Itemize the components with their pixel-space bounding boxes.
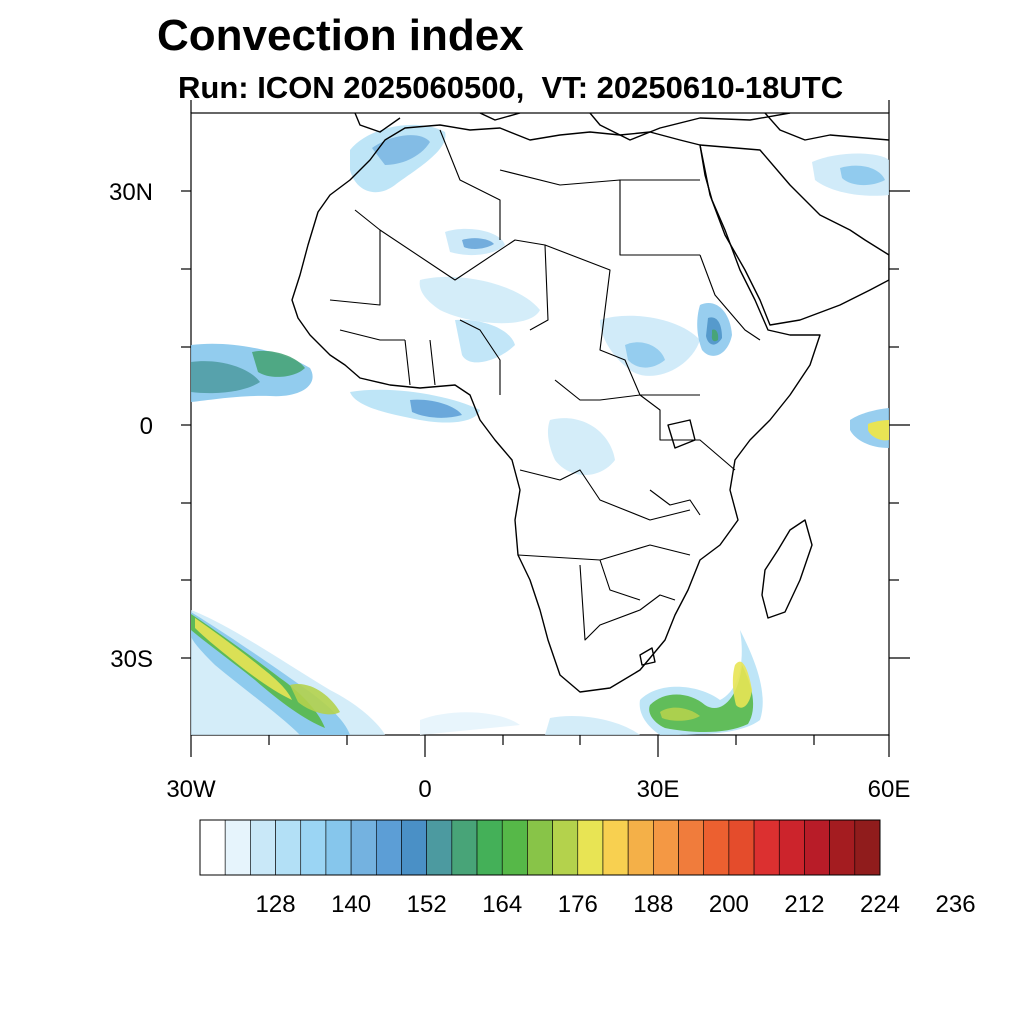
colorbar-swatch-25 [829,819,856,876]
colorbar-swatch-7 [375,819,402,876]
colorbar-labels: 128 140 152 164 176 188 200 212 224 236 [256,891,976,918]
colorbar-tick-label: 188 [633,891,673,918]
colorbar-swatch-26 [854,819,881,876]
lon-label-0: 0 [418,776,431,803]
map-title: Convection index [157,11,524,60]
colorbar-swatch-11 [476,819,503,876]
colorbar-tick-label: 152 [407,891,447,918]
colorbar-tick-label: 212 [784,891,824,918]
coastlines [291,113,889,693]
colorbar-swatch-4 [300,819,327,876]
colorbar-tick-label: 128 [256,891,296,918]
convection-shading [191,124,889,735]
colorbar-swatch-0 [199,819,226,876]
map-subtitle: Run: ICON 2025060500, VT: 20250610-18UTC [178,70,844,105]
map-content [191,113,889,735]
colorbar-frame [199,819,881,876]
colorbar-tick-label: 224 [860,891,900,918]
colorbar-swatch-18 [653,819,679,876]
colorbar-tick-label: 200 [709,891,749,918]
lat-label-30n: 30N [109,179,153,206]
colorbar-swatch-23 [778,819,805,876]
axis-ticks [181,100,910,757]
colorbar-swatch-13 [527,819,553,876]
colorbar-swatch-5 [325,819,352,876]
colorbar [199,819,881,876]
colorbar-swatch-6 [350,819,377,876]
colorbar-swatch-24 [804,819,830,876]
colorbar-swatch-12 [501,819,528,876]
colorbar-swatch-21 [728,819,755,876]
country-borders [329,129,761,641]
colorbar-swatch-19 [678,819,705,876]
lon-label-30e: 30E [637,776,680,803]
colorbar-swatch-10 [451,819,478,876]
colorbar-swatch-9 [426,819,453,876]
lon-label-60e: 60E [868,776,911,803]
map-frame [190,112,890,736]
colorbar-swatch-20 [703,819,730,876]
colorbar-swatch-14 [552,819,579,876]
colorbar-swatch-2 [250,819,276,876]
colorbar-swatch-8 [401,819,427,876]
colorbar-swatch-3 [275,819,302,876]
colorbar-tick-label: 236 [936,891,976,918]
lat-label-0: 0 [140,413,153,440]
colorbar-swatch-22 [753,819,780,876]
colorbar-tick-label: 164 [482,891,522,918]
colorbar-swatch-15 [577,819,604,876]
colorbar-swatch-16 [602,819,629,876]
colorbar-swatch-17 [627,819,654,876]
colorbar-tick-label: 176 [558,891,598,918]
colorbar-tick-label: 140 [331,891,371,918]
lat-label-30s: 30S [110,646,153,673]
colorbar-swatch-1 [224,819,251,876]
lon-label-30w: 30W [166,776,216,803]
